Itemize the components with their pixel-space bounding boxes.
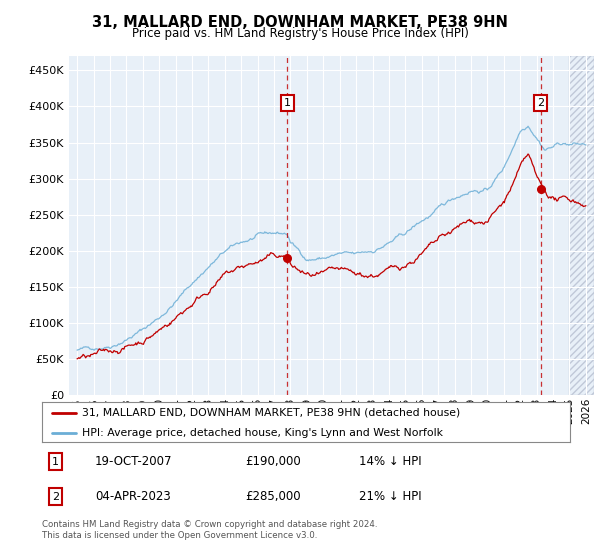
- Text: £285,000: £285,000: [245, 490, 301, 503]
- Text: 31, MALLARD END, DOWNHAM MARKET, PE38 9HN: 31, MALLARD END, DOWNHAM MARKET, PE38 9H…: [92, 15, 508, 30]
- Text: 14% ↓ HPI: 14% ↓ HPI: [359, 455, 421, 468]
- Text: 31, MALLARD END, DOWNHAM MARKET, PE38 9HN (detached house): 31, MALLARD END, DOWNHAM MARKET, PE38 9H…: [82, 408, 460, 418]
- Text: £190,000: £190,000: [245, 455, 301, 468]
- Text: 04-APR-2023: 04-APR-2023: [95, 490, 170, 503]
- Text: 1: 1: [52, 456, 59, 466]
- Text: Contains HM Land Registry data © Crown copyright and database right 2024.
This d: Contains HM Land Registry data © Crown c…: [42, 520, 377, 540]
- Text: 2: 2: [52, 492, 59, 502]
- Text: 19-OCT-2007: 19-OCT-2007: [95, 455, 172, 468]
- Text: 2: 2: [537, 98, 544, 108]
- Text: Price paid vs. HM Land Registry's House Price Index (HPI): Price paid vs. HM Land Registry's House …: [131, 27, 469, 40]
- Text: 21% ↓ HPI: 21% ↓ HPI: [359, 490, 421, 503]
- Bar: [569, 56, 594, 395]
- Text: 1: 1: [284, 98, 291, 108]
- Text: HPI: Average price, detached house, King's Lynn and West Norfolk: HPI: Average price, detached house, King…: [82, 428, 443, 438]
